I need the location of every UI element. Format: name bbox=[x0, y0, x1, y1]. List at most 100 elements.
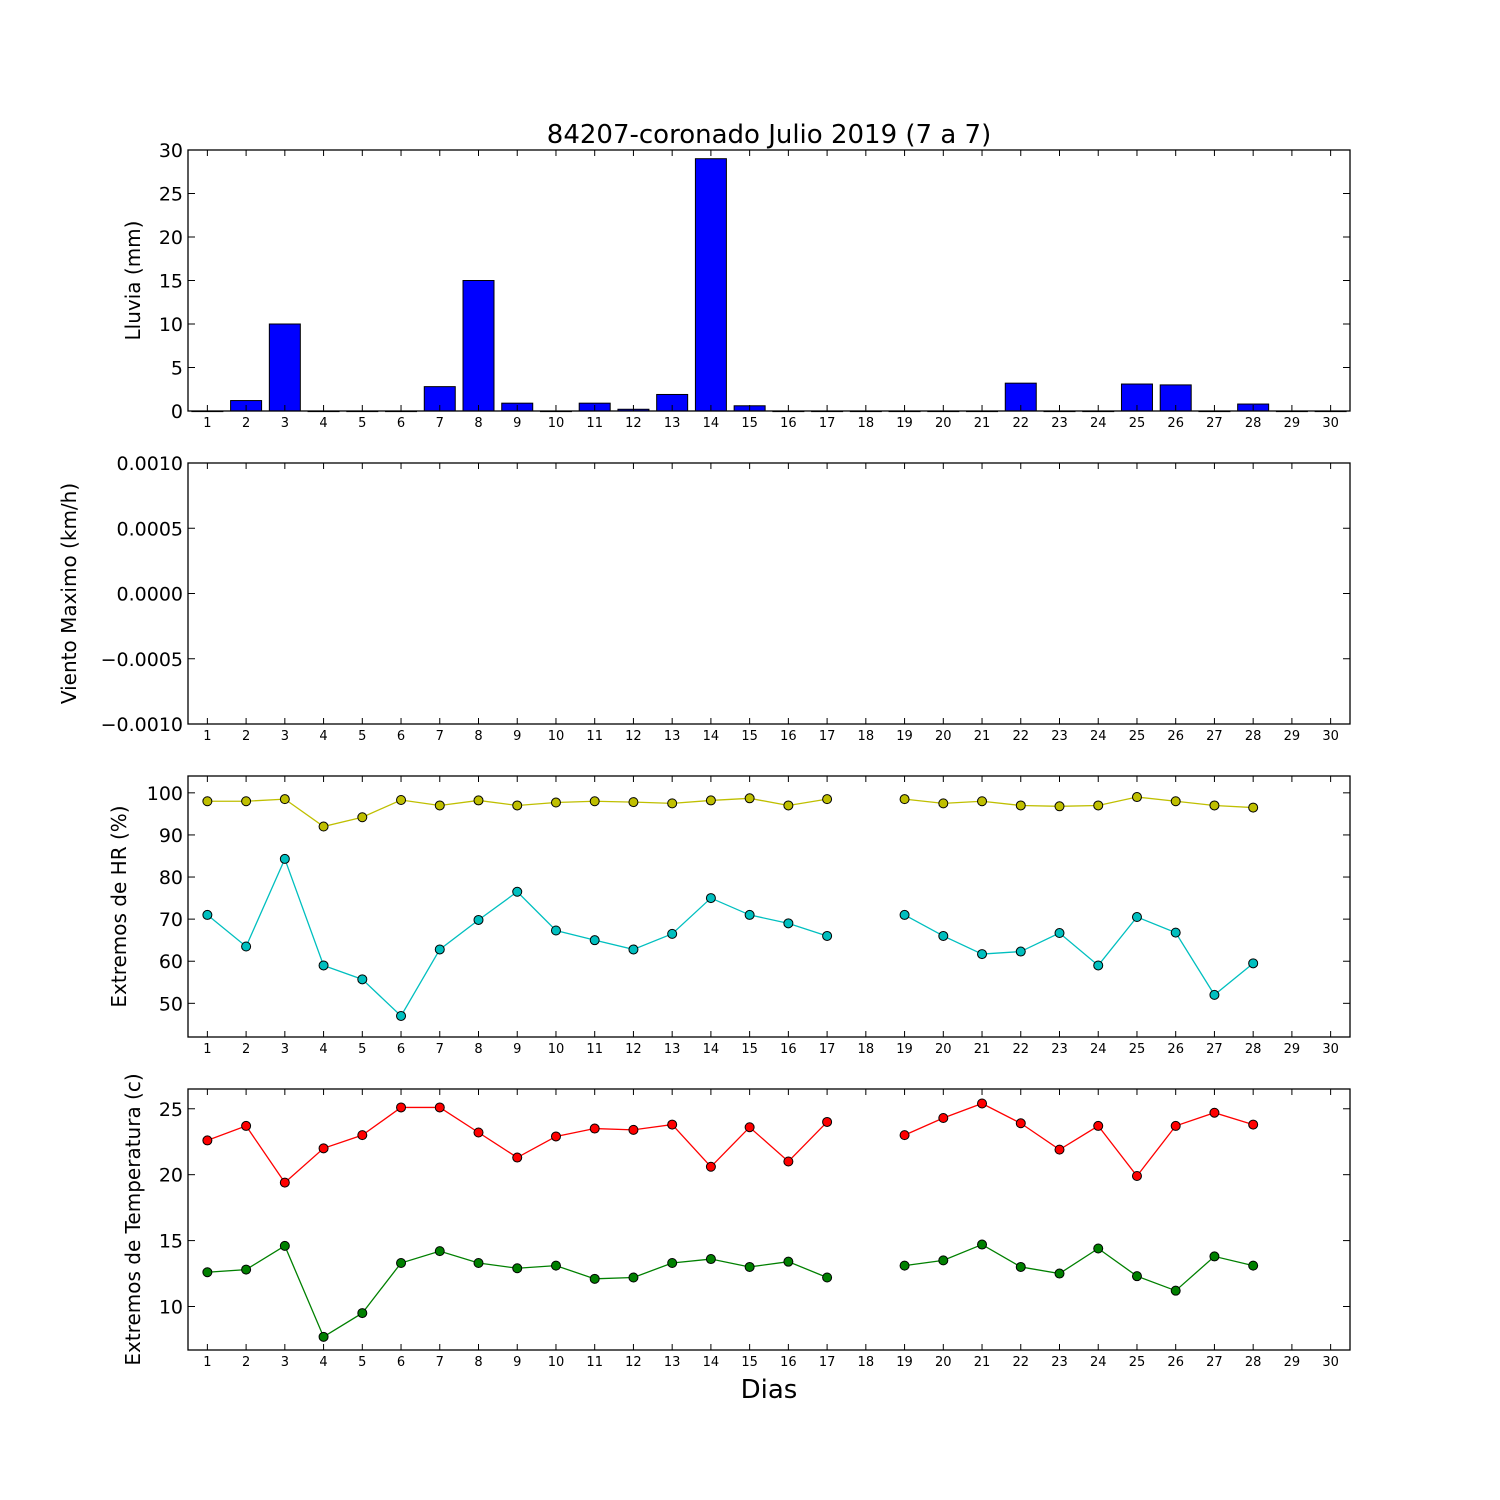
x-tick-label-day-13: 13 bbox=[664, 1042, 681, 1057]
series-point-day-20 bbox=[938, 1255, 949, 1266]
y-tick-label: 90 bbox=[159, 825, 183, 847]
series-point-day-24 bbox=[1093, 1243, 1104, 1254]
x-tick-label-day-23: 23 bbox=[1051, 416, 1068, 431]
x-tick-label-day-23: 23 bbox=[1051, 1042, 1068, 1057]
x-tick-label-day-18: 18 bbox=[858, 1042, 875, 1057]
series-point-day-22 bbox=[1015, 1261, 1026, 1272]
series-point-day-10 bbox=[550, 1260, 561, 1271]
series-point-day-14 bbox=[705, 1161, 716, 1172]
x-tick-label-day-25: 25 bbox=[1129, 1355, 1146, 1370]
x-tick-label-day-18: 18 bbox=[858, 729, 875, 744]
series-point-day-1 bbox=[202, 1267, 213, 1278]
series-point-day-3 bbox=[279, 853, 290, 864]
x-tick-label-day-2: 2 bbox=[242, 416, 250, 431]
series-point-day-2 bbox=[241, 796, 252, 807]
series-point-day-27 bbox=[1209, 989, 1220, 1000]
series-point-day-13 bbox=[667, 1258, 678, 1268]
x-tick-label-day-14: 14 bbox=[703, 1355, 720, 1370]
series-point-day-16 bbox=[783, 1256, 794, 1267]
x-tick-label-day-26: 26 bbox=[1167, 1042, 1184, 1057]
x-tick-label-day-25: 25 bbox=[1129, 416, 1146, 431]
x-tick-label-day-9: 9 bbox=[513, 1042, 521, 1057]
x-tick-label-day-17: 17 bbox=[819, 1042, 836, 1057]
x-tick-label-day-30: 30 bbox=[1322, 416, 1339, 431]
series-point-day-6 bbox=[396, 1258, 407, 1268]
series-point-day-3 bbox=[279, 794, 290, 805]
series-point-day-28 bbox=[1248, 802, 1259, 813]
series-line bbox=[904, 1102, 1254, 1178]
x-tick-label-day-23: 23 bbox=[1051, 729, 1068, 744]
series-point-day-12 bbox=[628, 797, 639, 808]
x-tick-label-day-1: 1 bbox=[203, 416, 211, 431]
series-line bbox=[206, 857, 828, 1017]
series-point-day-17 bbox=[822, 930, 833, 941]
x-tick-label-day-1: 1 bbox=[203, 729, 211, 744]
x-tick-label-day-17: 17 bbox=[819, 729, 836, 744]
series-point-day-3 bbox=[279, 1177, 290, 1188]
series-point-day-27 bbox=[1209, 1107, 1220, 1118]
y-tick-label: 80 bbox=[159, 867, 183, 889]
x-tick-label-day-28: 28 bbox=[1245, 1042, 1262, 1057]
series-point-day-6 bbox=[396, 795, 407, 805]
axes-frame bbox=[187, 462, 1351, 725]
series-point-day-10 bbox=[550, 925, 561, 936]
series-line bbox=[207, 1106, 828, 1184]
x-tick-label-day-6: 6 bbox=[397, 416, 405, 431]
series-point-day-10 bbox=[550, 797, 561, 808]
x-tick-label-day-15: 15 bbox=[741, 729, 758, 744]
series-point-day-13 bbox=[667, 798, 678, 809]
series-point-day-14 bbox=[705, 1254, 716, 1265]
series-point-day-19 bbox=[899, 794, 910, 805]
y-tick-label: 70 bbox=[159, 909, 183, 931]
x-tick-label-day-2: 2 bbox=[242, 729, 250, 744]
x-tick-label-day-30: 30 bbox=[1322, 1042, 1339, 1057]
x-tick-label-day-21: 21 bbox=[974, 1355, 991, 1370]
x-tick-label-day-10: 10 bbox=[548, 729, 565, 744]
x-tick-label-day-20: 20 bbox=[935, 416, 952, 431]
x-tick-label-day-8: 8 bbox=[474, 1042, 482, 1057]
y-tick-label: 20 bbox=[159, 1165, 183, 1187]
series-point-day-8 bbox=[473, 1258, 484, 1268]
x-tick-label-day-1: 1 bbox=[203, 1042, 211, 1057]
series-point-day-26 bbox=[1170, 1285, 1181, 1296]
series-point-day-11 bbox=[589, 796, 600, 807]
y-axis-label: Extremos de Temperatura (c) bbox=[121, 1073, 145, 1365]
series-point-day-16 bbox=[783, 800, 794, 811]
x-tick-label-day-27: 27 bbox=[1206, 1042, 1223, 1057]
x-tick-label-day-15: 15 bbox=[741, 416, 758, 431]
series-point-day-4 bbox=[318, 1143, 329, 1154]
series-point-day-14 bbox=[705, 893, 716, 904]
series-point-day-22 bbox=[1015, 800, 1026, 811]
x-tick-label-day-20: 20 bbox=[935, 1042, 952, 1057]
series-point-day-4 bbox=[318, 1331, 329, 1342]
x-tick-label-day-21: 21 bbox=[974, 1042, 991, 1057]
series-point-day-13 bbox=[667, 1119, 678, 1130]
y-tick-label: 10 bbox=[159, 314, 183, 336]
series-line bbox=[904, 914, 1254, 996]
series-point-day-23 bbox=[1054, 1268, 1065, 1279]
x-tick-label-day-5: 5 bbox=[358, 1355, 366, 1370]
figure-title: 84207-coronado Julio 2019 (7 a 7) bbox=[547, 120, 991, 150]
x-tick-label-day-5: 5 bbox=[358, 729, 366, 744]
series-point-day-2 bbox=[241, 1120, 252, 1131]
y-tick-label: 60 bbox=[159, 951, 183, 973]
series-point-day-22 bbox=[1015, 946, 1026, 957]
series-point-day-7 bbox=[434, 1102, 445, 1113]
x-tick-label-day-23: 23 bbox=[1051, 1355, 1068, 1370]
y-tick-label: 20 bbox=[159, 227, 183, 249]
series-point-day-26 bbox=[1170, 796, 1181, 807]
x-tick-label-day-8: 8 bbox=[474, 729, 482, 744]
series-point-day-19 bbox=[899, 909, 910, 920]
x-tick-label-day-15: 15 bbox=[741, 1355, 758, 1370]
series-point-day-19 bbox=[899, 1130, 910, 1141]
x-tick-label-day-25: 25 bbox=[1129, 1042, 1146, 1057]
x-tick-label-day-11: 11 bbox=[586, 416, 603, 431]
x-tick-label-day-20: 20 bbox=[935, 1355, 952, 1370]
y-tick-label: 15 bbox=[159, 271, 183, 293]
x-tick-label-day-11: 11 bbox=[586, 1355, 603, 1370]
series-point-day-27 bbox=[1209, 1251, 1220, 1262]
y-tick-label: 10 bbox=[159, 1297, 183, 1319]
x-tick-label-day-1: 1 bbox=[203, 1355, 211, 1370]
